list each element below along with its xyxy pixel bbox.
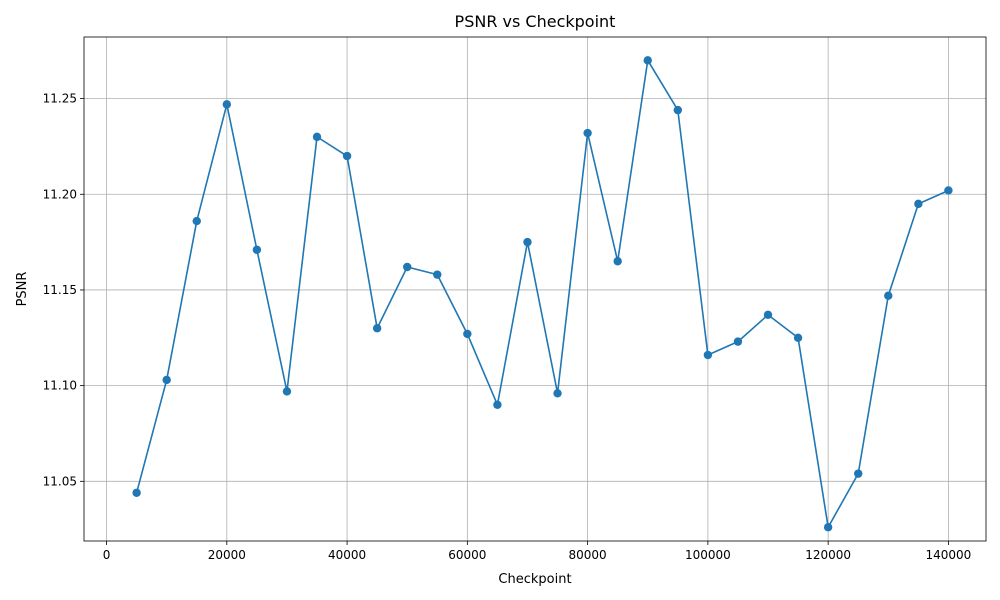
x-tick-label: 120000 <box>805 548 851 562</box>
data-point <box>703 350 713 360</box>
data-point <box>132 488 141 497</box>
series-psnr <box>132 56 953 532</box>
data-point <box>463 329 472 339</box>
data-point <box>613 257 622 266</box>
data-point <box>643 56 652 65</box>
data-point <box>342 151 352 161</box>
data-point <box>583 128 592 138</box>
data-point <box>914 199 923 209</box>
x-tick-label: 60000 <box>448 548 486 562</box>
data-point <box>944 186 953 195</box>
data-point <box>673 105 683 115</box>
series-line <box>135 59 949 529</box>
x-tick-label: 0 <box>103 548 111 562</box>
data-point <box>433 270 442 279</box>
data-point <box>854 469 863 478</box>
y-tick-label: 11.05 <box>43 474 77 488</box>
y-tick-label: 11.10 <box>43 379 77 393</box>
x-tick-label: 40000 <box>328 548 366 562</box>
data-point <box>312 132 322 142</box>
x-tick-label: 80000 <box>569 548 607 562</box>
grid <box>84 37 986 541</box>
data-point <box>162 375 171 385</box>
data-point <box>493 400 502 409</box>
data-point <box>252 245 262 254</box>
y-tick-label: 11.20 <box>43 187 77 201</box>
x-axis-label: Checkpoint <box>498 572 571 587</box>
data-point <box>222 100 232 109</box>
y-tick-label: 11.15 <box>43 283 77 297</box>
data-point <box>553 389 562 398</box>
x-tick-label: 100000 <box>685 548 731 562</box>
y-tick-label: 11.25 <box>43 92 77 106</box>
data-point <box>884 291 893 300</box>
x-tick-label: 140000 <box>926 548 972 562</box>
plot-frame <box>83 36 987 542</box>
chart-title: PSNR vs Checkpoint <box>455 12 616 31</box>
data-point <box>523 237 532 247</box>
data-point <box>403 262 412 272</box>
data-point <box>733 337 743 346</box>
x-axis: 0 20000 40000 60000 80000 100000 120000 140000 <box>103 541 972 562</box>
data-point <box>282 387 292 396</box>
y-axis-label: PSNR <box>15 272 30 307</box>
data-point <box>763 310 773 320</box>
x-tick-label: 20000 <box>208 548 246 562</box>
data-point <box>192 216 201 226</box>
data-point <box>793 333 803 342</box>
y-axis: 11.05 11.10 11.15 11.20 11.25 <box>43 92 84 488</box>
data-point <box>823 523 833 532</box>
data-point <box>372 324 382 333</box>
